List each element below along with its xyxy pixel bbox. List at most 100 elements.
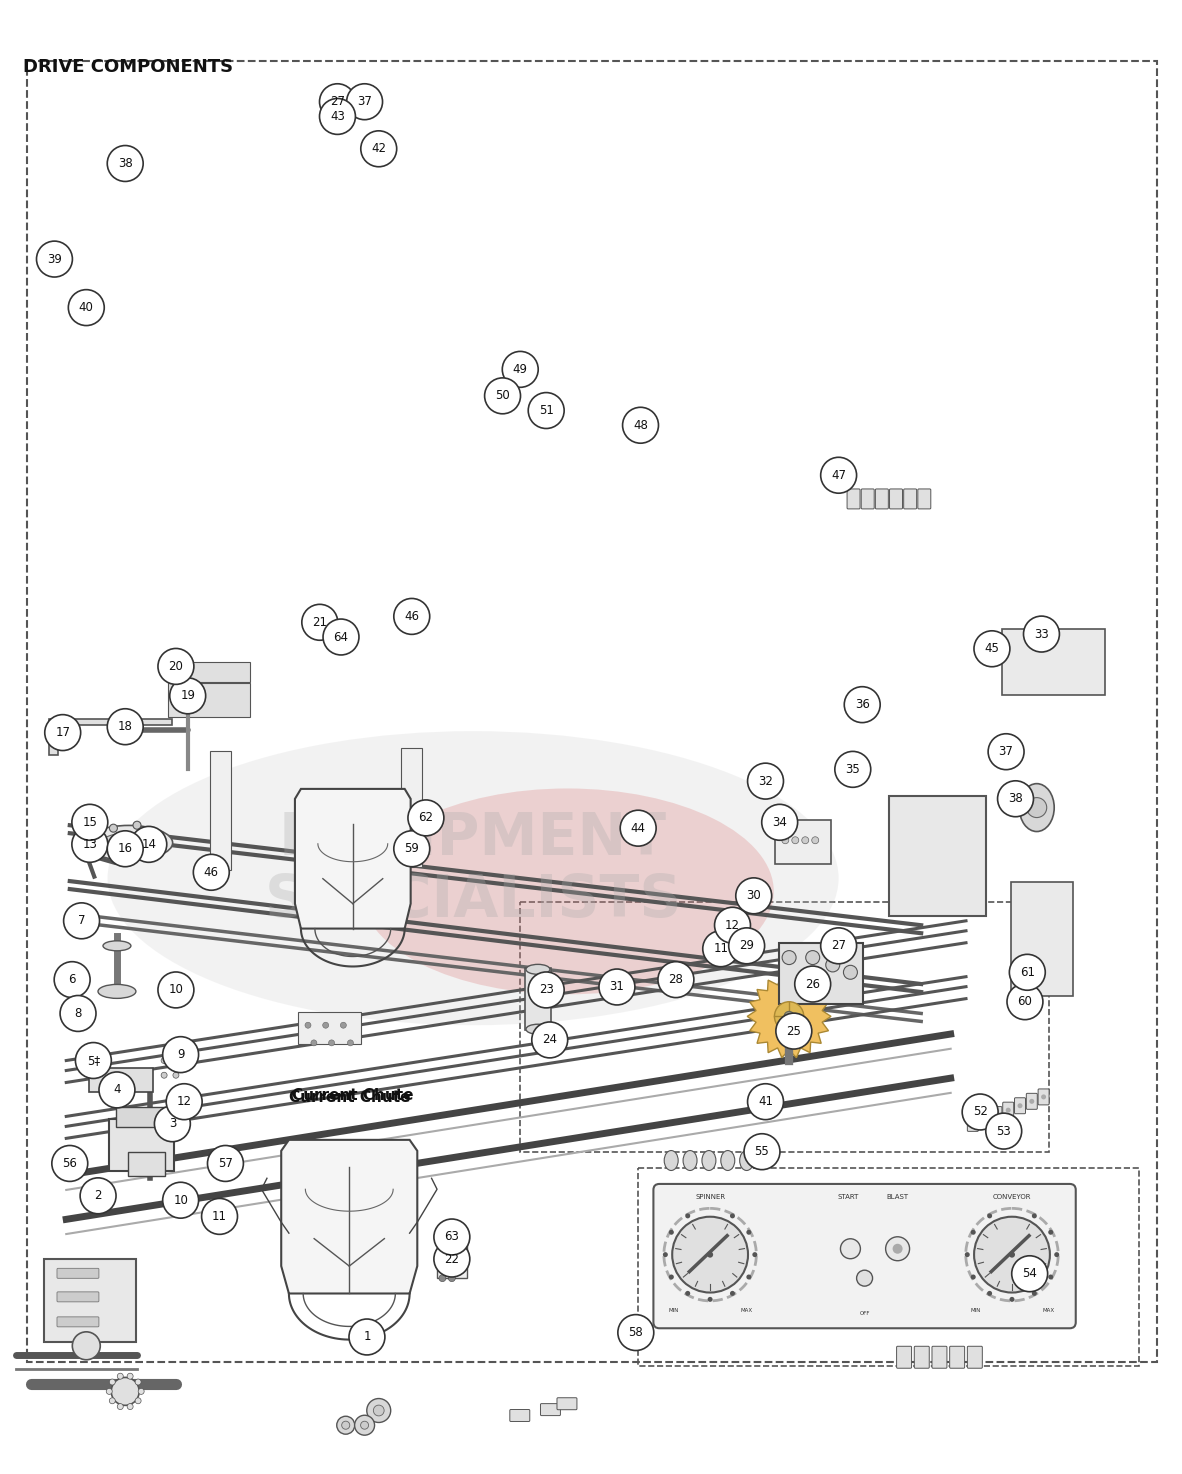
Circle shape bbox=[781, 837, 788, 843]
Circle shape bbox=[994, 1111, 999, 1117]
Circle shape bbox=[394, 831, 430, 867]
Text: 52: 52 bbox=[973, 1106, 988, 1119]
Text: 29: 29 bbox=[739, 939, 754, 952]
Circle shape bbox=[782, 951, 797, 964]
Circle shape bbox=[80, 1178, 116, 1213]
FancyBboxPatch shape bbox=[1002, 1103, 1014, 1119]
Circle shape bbox=[337, 1417, 355, 1434]
Circle shape bbox=[348, 1039, 353, 1047]
Circle shape bbox=[1048, 1275, 1053, 1279]
Text: 51: 51 bbox=[539, 404, 553, 417]
Ellipse shape bbox=[740, 1151, 754, 1170]
Circle shape bbox=[730, 1291, 735, 1296]
Circle shape bbox=[998, 781, 1033, 817]
Circle shape bbox=[703, 930, 739, 967]
Circle shape bbox=[528, 392, 564, 429]
FancyBboxPatch shape bbox=[779, 943, 863, 1004]
Circle shape bbox=[52, 1145, 87, 1182]
Circle shape bbox=[64, 904, 99, 939]
Circle shape bbox=[1032, 1291, 1037, 1296]
Text: 17: 17 bbox=[56, 727, 70, 738]
Circle shape bbox=[621, 811, 656, 846]
Text: 26: 26 bbox=[805, 977, 820, 991]
Text: 14: 14 bbox=[142, 837, 156, 850]
Circle shape bbox=[1041, 1094, 1046, 1100]
Text: 20: 20 bbox=[169, 660, 183, 674]
Ellipse shape bbox=[683, 1151, 697, 1170]
FancyBboxPatch shape bbox=[890, 489, 903, 509]
Text: DRIVE COMPONENTS: DRIVE COMPONENTS bbox=[22, 57, 233, 75]
Ellipse shape bbox=[361, 789, 774, 995]
Text: OFF: OFF bbox=[859, 1310, 870, 1316]
FancyBboxPatch shape bbox=[57, 1316, 99, 1327]
Text: 10: 10 bbox=[174, 1194, 188, 1207]
FancyBboxPatch shape bbox=[210, 750, 232, 870]
Text: 54: 54 bbox=[1022, 1268, 1037, 1281]
FancyBboxPatch shape bbox=[876, 489, 889, 509]
FancyBboxPatch shape bbox=[402, 747, 422, 867]
Circle shape bbox=[208, 1145, 243, 1182]
Circle shape bbox=[885, 1237, 910, 1260]
Text: 21: 21 bbox=[312, 616, 327, 629]
FancyBboxPatch shape bbox=[298, 1013, 362, 1045]
Circle shape bbox=[323, 619, 359, 654]
Circle shape bbox=[167, 1083, 202, 1120]
Text: 24: 24 bbox=[543, 1033, 557, 1047]
Circle shape bbox=[1018, 1103, 1022, 1108]
Circle shape bbox=[892, 1244, 903, 1254]
Circle shape bbox=[820, 457, 857, 494]
Circle shape bbox=[45, 715, 80, 750]
Text: 62: 62 bbox=[418, 811, 434, 824]
Circle shape bbox=[76, 1042, 111, 1079]
Circle shape bbox=[60, 995, 96, 1032]
Text: 42: 42 bbox=[371, 143, 387, 155]
Circle shape bbox=[109, 1397, 116, 1403]
Ellipse shape bbox=[102, 833, 156, 853]
FancyBboxPatch shape bbox=[847, 489, 860, 509]
Circle shape bbox=[970, 1275, 975, 1279]
FancyBboxPatch shape bbox=[436, 1237, 467, 1278]
Text: 59: 59 bbox=[404, 842, 420, 855]
Circle shape bbox=[366, 1399, 391, 1422]
Circle shape bbox=[408, 800, 444, 836]
Text: 46: 46 bbox=[404, 610, 420, 624]
Text: 44: 44 bbox=[631, 821, 645, 834]
Ellipse shape bbox=[526, 1024, 550, 1035]
Circle shape bbox=[135, 1397, 141, 1403]
Circle shape bbox=[970, 1229, 975, 1235]
Circle shape bbox=[986, 1113, 1021, 1150]
FancyBboxPatch shape bbox=[862, 489, 875, 509]
Circle shape bbox=[965, 1251, 969, 1257]
FancyBboxPatch shape bbox=[116, 1107, 173, 1126]
Circle shape bbox=[962, 1094, 998, 1131]
Ellipse shape bbox=[702, 1151, 716, 1170]
Circle shape bbox=[37, 242, 72, 277]
Circle shape bbox=[128, 1374, 134, 1380]
Text: 27: 27 bbox=[330, 96, 345, 108]
FancyBboxPatch shape bbox=[897, 1346, 911, 1368]
Text: 9: 9 bbox=[177, 1048, 184, 1061]
Text: 12: 12 bbox=[176, 1095, 191, 1108]
Circle shape bbox=[623, 407, 658, 444]
Text: 50: 50 bbox=[495, 389, 509, 402]
Circle shape bbox=[974, 1216, 1050, 1293]
Text: 22: 22 bbox=[444, 1253, 460, 1266]
Circle shape bbox=[346, 84, 383, 119]
Circle shape bbox=[394, 598, 430, 634]
Text: 64: 64 bbox=[333, 631, 349, 644]
Circle shape bbox=[158, 971, 194, 1008]
FancyBboxPatch shape bbox=[915, 1346, 929, 1368]
Text: 27: 27 bbox=[831, 939, 846, 952]
Circle shape bbox=[305, 1023, 311, 1029]
FancyBboxPatch shape bbox=[967, 1346, 982, 1368]
Circle shape bbox=[361, 1421, 369, 1430]
Text: SPINNER: SPINNER bbox=[695, 1194, 726, 1200]
Circle shape bbox=[840, 1238, 860, 1259]
Circle shape bbox=[54, 961, 90, 998]
Circle shape bbox=[355, 1415, 375, 1436]
FancyBboxPatch shape bbox=[967, 1116, 979, 1132]
Text: 30: 30 bbox=[746, 889, 761, 902]
Circle shape bbox=[730, 1213, 735, 1219]
Circle shape bbox=[110, 824, 117, 833]
Circle shape bbox=[1007, 983, 1043, 1020]
